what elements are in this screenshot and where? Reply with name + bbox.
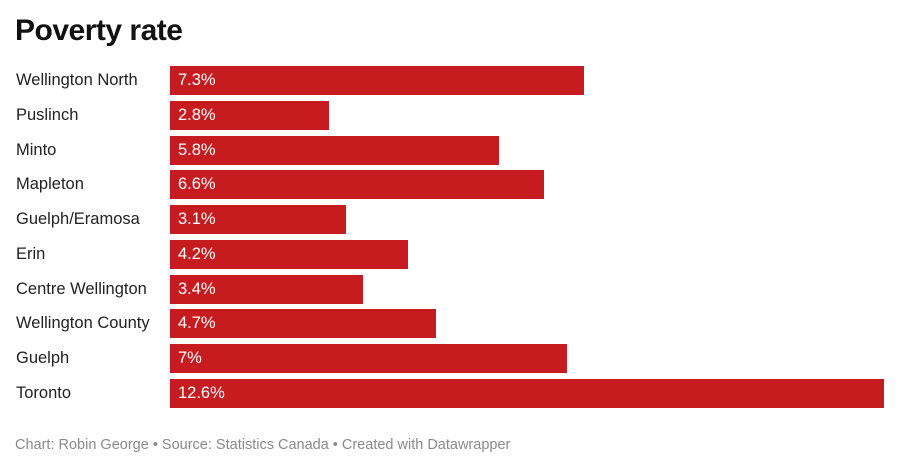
bar: [170, 379, 884, 409]
value-label: 5.8%: [178, 140, 216, 159]
value-label: 7.3%: [178, 71, 216, 89]
value-label: 4.2%: [178, 244, 216, 263]
category-label: Centre Wellington: [16, 279, 147, 298]
bar-row: Toronto 12.6%: [0, 379, 900, 409]
bar: [170, 274, 363, 304]
bar-row: Guelph 7%: [0, 344, 900, 374]
category-label: Wellington North: [16, 71, 138, 89]
bar-row: Minto 5.8%: [0, 135, 900, 165]
value-label: 4.7%: [178, 314, 216, 333]
category-label: Puslinch: [16, 105, 79, 124]
bar-row: Guelph/Eramosa 3.1%: [0, 205, 900, 235]
category-label: Toronto: [16, 384, 72, 403]
bar: [170, 170, 544, 200]
bar: [170, 309, 437, 339]
value-label: 2.8%: [178, 105, 216, 124]
category-label: Erin: [16, 244, 46, 263]
bar-row: Mapleton 6.6%: [0, 170, 900, 200]
bar: [170, 205, 346, 235]
category-label: Mapleton: [16, 175, 84, 194]
bar: [170, 66, 584, 95]
bar: [170, 100, 329, 130]
category-label: Wellington County: [16, 314, 150, 333]
bar: [170, 344, 567, 374]
category-label: Guelph: [16, 349, 70, 368]
bar-row: Puslinch 2.8%: [0, 100, 900, 130]
value-label: 7%: [178, 349, 202, 368]
bar-row: Wellington North 7.3%: [0, 66, 900, 95]
bar: [170, 135, 499, 165]
bar-row: Centre Wellington 3.4%: [0, 274, 900, 304]
category-label: Guelph/Eramosa: [16, 210, 140, 229]
value-label: 3.4%: [178, 279, 216, 298]
category-label: Minto: [16, 140, 57, 159]
bar: [170, 239, 408, 269]
value-label: 3.1%: [178, 210, 216, 229]
value-label: 12.6%: [178, 384, 225, 403]
bar-row: Wellington County 4.7%: [0, 309, 900, 339]
chart-title: Poverty rate: [15, 14, 183, 47]
chart-footer: Chart: Robin George • Source: Statistics…: [15, 437, 511, 453]
bar-row: Erin 4.2%: [0, 239, 900, 269]
value-label: 6.6%: [178, 175, 216, 194]
